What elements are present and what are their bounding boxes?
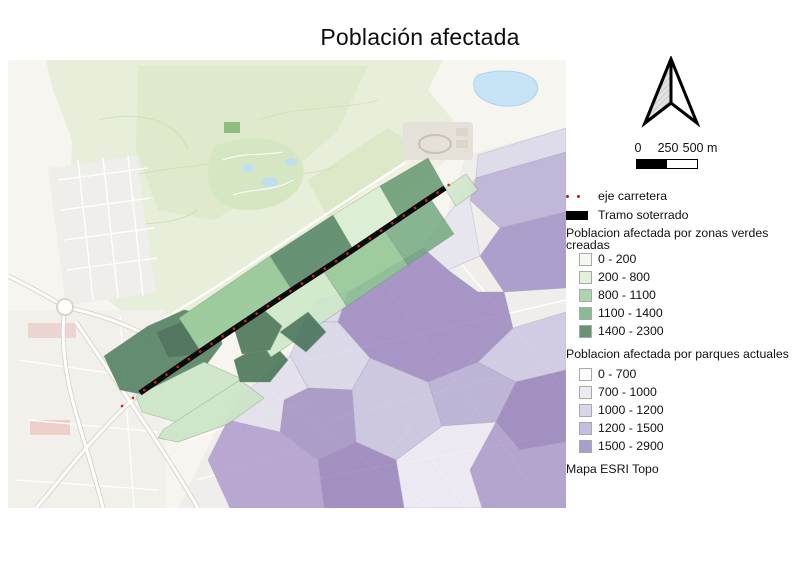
scalebar-segment-filled — [637, 160, 667, 168]
choropleth-parques-actuales — [207, 127, 566, 508]
legend-class-label: 0 - 200 — [598, 251, 637, 266]
legend-basemap-label: Mapa ESRI Topo — [566, 461, 659, 476]
legend-class-label: 1100 - 1400 — [598, 305, 663, 320]
legend-class-row: 1100 - 1400 — [566, 304, 796, 322]
tramo-soterrado-line — [138, 185, 447, 396]
legend-group-title: Poblacion afectada por parques actuales — [566, 346, 789, 361]
legend-item-label: Tramo soterrado — [598, 208, 689, 223]
legend-class-row: 700 - 1000 — [566, 383, 796, 401]
legend-class-row: 1200 - 1500 — [566, 419, 796, 437]
dot — [566, 195, 569, 198]
basemap-amusement-park — [208, 137, 304, 211]
legend-group-parques-actuales: Poblacion afectada por parques actuales … — [566, 346, 796, 455]
legend-class-swatch — [579, 367, 592, 381]
legend-class-row: 200 - 800 — [566, 268, 796, 286]
legend-item-label: eje carretera — [598, 189, 668, 204]
legend-item-eje-carretera: eje carretera — [566, 187, 796, 206]
legend-class-swatch — [579, 270, 592, 284]
legend-class-label: 1400 - 2300 — [598, 323, 664, 338]
legend-class-swatch — [579, 306, 592, 320]
sports-field — [224, 122, 240, 133]
map-canvas — [8, 60, 566, 508]
roundabout — [56, 298, 74, 316]
legend-item-tramo-soterrado: Tramo soterrado — [566, 206, 796, 225]
basemap-roads — [8, 161, 407, 508]
dot — [577, 195, 580, 198]
map-legend: eje carretera Tramo soterrado Poblacion … — [566, 187, 796, 477]
tramo-swatch — [566, 211, 588, 220]
legend-class-swatch — [579, 439, 592, 453]
solid-rect-icon — [566, 211, 592, 220]
scalebar-label-0: 0 — [634, 141, 642, 155]
legend-class-swatch — [579, 288, 592, 302]
legend-group-zonas-verdes: Poblacion afectada por zonas verdes crea… — [566, 225, 796, 340]
dotted-line-icon — [566, 195, 592, 198]
legend-class-swatch — [579, 421, 592, 435]
scalebar-label-250: 250 — [657, 141, 679, 155]
legend-class-label: 1500 - 2900 — [598, 438, 664, 453]
legend-group-rows: 0 - 700 700 - 1000 1000 - 1200 1200 - 1500 1… — [566, 365, 796, 455]
legend-class-swatch — [579, 324, 592, 338]
legend-class-label: 1000 - 1200 — [598, 402, 664, 417]
scalebar: 0 250 500 m — [600, 141, 750, 175]
scalebar-segment-empty — [667, 160, 697, 168]
basemap-lake — [473, 70, 539, 107]
basemap-stadium-area — [224, 122, 473, 160]
north-arrow-icon — [641, 56, 701, 128]
legend-class-row: 1500 - 2900 — [566, 437, 796, 455]
legend-class-swatch — [579, 252, 592, 266]
legend-class-row: 0 - 700 — [566, 365, 796, 383]
legend-class-label: 700 - 1000 — [598, 384, 657, 399]
legend-class-label: 200 - 800 — [598, 269, 650, 284]
scalebar-label-500: 500 m — [682, 141, 718, 155]
legend-class-row: 1400 - 2300 — [566, 322, 796, 340]
page-title: Población afectada — [320, 24, 520, 50]
legend-class-label: 0 - 700 — [598, 366, 637, 381]
legend-class-label: 1200 - 1500 — [598, 420, 664, 435]
legend-class-row: 800 - 1100 — [566, 286, 796, 304]
legend-class-swatch — [579, 403, 592, 417]
legend-class-label: 800 - 1100 — [598, 287, 656, 302]
scalebar-bar — [636, 159, 698, 169]
legend-class-swatch — [579, 385, 592, 399]
legend-group-rows: 0 - 200 200 - 800 800 - 1100 1100 - 1400 140… — [566, 250, 796, 340]
legend-class-row: 1000 - 1200 — [566, 401, 796, 419]
legend-group-title: Poblacion afectada por zonas verdes crea… — [566, 225, 769, 252]
legend-class-row: 0 - 200 — [566, 250, 796, 268]
